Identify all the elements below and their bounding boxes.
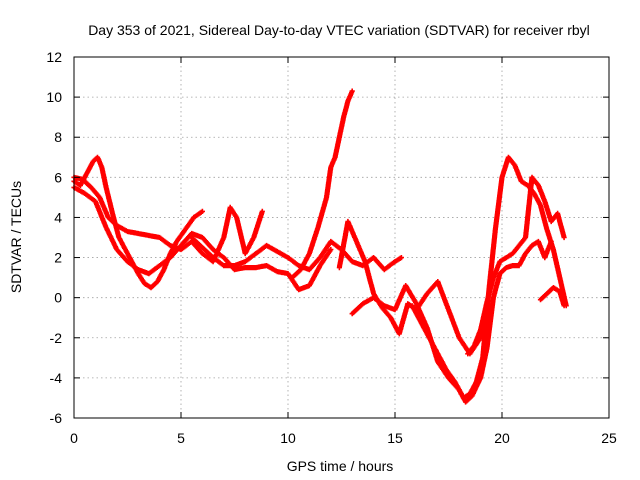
y-tick-label: -2 (50, 330, 63, 346)
series-trace-6 (336, 218, 490, 357)
series-trace-10 (537, 285, 567, 309)
series-trace-8 (409, 154, 569, 401)
series-points (537, 285, 567, 309)
series-points (409, 154, 569, 401)
series-trace-5 (289, 88, 355, 281)
x-tick-label: 10 (280, 430, 296, 446)
x-tick-label: 15 (387, 430, 403, 446)
y-tick-label: 6 (54, 169, 62, 185)
x-tick-label: 20 (494, 430, 510, 446)
y-tick-label: 10 (46, 89, 62, 105)
y-tick-label: -4 (50, 370, 63, 386)
series-points (336, 218, 490, 357)
y-tick-label: 8 (54, 129, 62, 145)
chart-title: Day 353 of 2021, Sidereal Day-to-day VTE… (88, 22, 590, 38)
plot-frame (73, 56, 610, 419)
x-axis-label: GPS time / hours (287, 458, 394, 474)
data-series (71, 88, 569, 405)
y-tick-label: -6 (50, 410, 63, 426)
series-points (289, 88, 355, 281)
y-axis-label: SDTVAR / TECUs (8, 181, 24, 293)
x-tick-label: 0 (70, 430, 78, 446)
y-tick-label: 4 (54, 209, 62, 225)
series-trace-4 (189, 234, 404, 273)
x-tick-label: 5 (177, 430, 185, 446)
axis-ticks: 0 5 10 15 20 25 -6 -4 -2 0 2 4 6 8 10 12 (46, 49, 617, 446)
y-tick-label: 2 (54, 250, 62, 266)
y-tick-label: 12 (46, 49, 62, 65)
series-points (465, 174, 567, 357)
y-tick-label: 0 (54, 290, 62, 306)
series-points (189, 234, 404, 273)
series-trace-9 (465, 174, 567, 357)
x-tick-label: 25 (601, 430, 617, 446)
